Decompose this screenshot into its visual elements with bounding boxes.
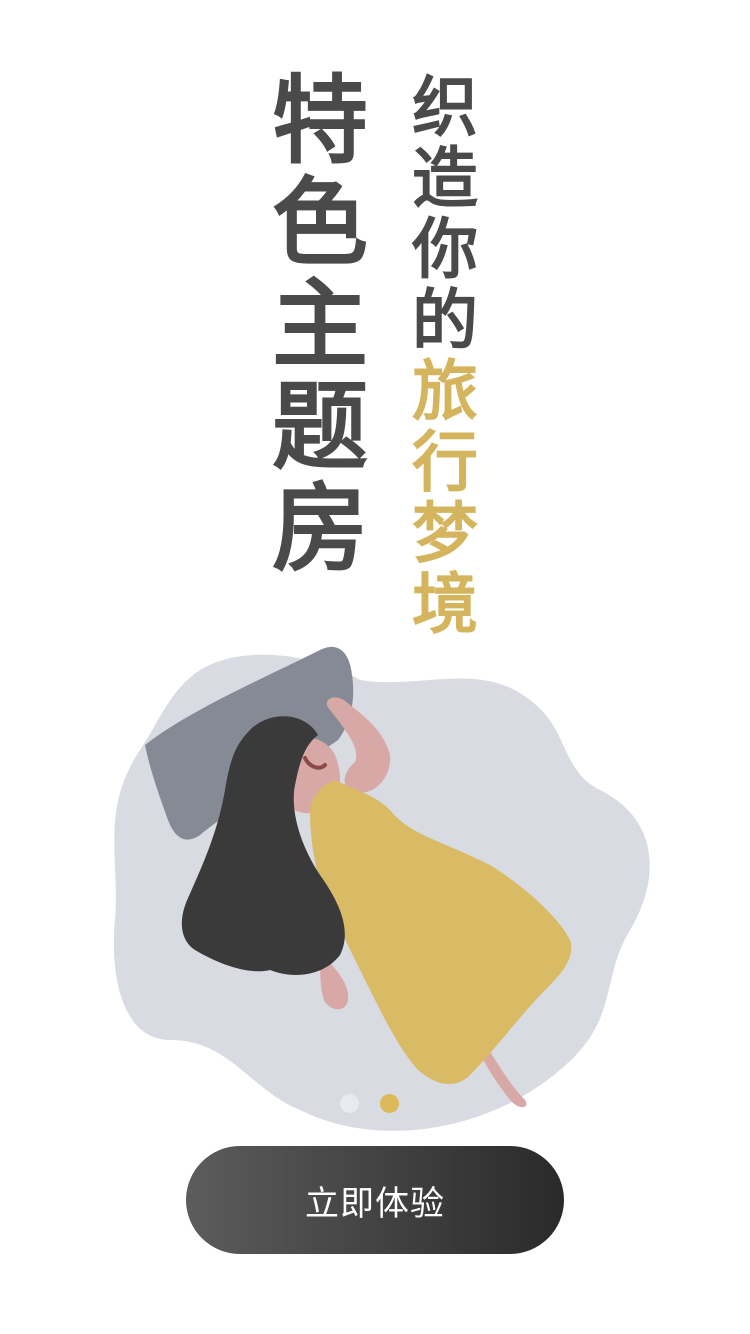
headline-secondary-char-accent: 行 — [412, 423, 478, 501]
headline-secondary-char: 你 — [412, 210, 478, 288]
dress — [310, 780, 572, 1085]
headline-secondary-char-accent: 梦 — [412, 494, 478, 572]
sleeping-girl-illustration — [113, 646, 650, 1131]
headline-primary-char: 房 — [272, 472, 368, 585]
page-dot-active[interactable] — [380, 1094, 399, 1113]
headline-secondary: 织 造 你 的 旅 行 梦 境 — [408, 72, 482, 640]
headline-primary-char: 特 — [272, 64, 368, 177]
page-dot[interactable] — [340, 1094, 359, 1113]
headline-secondary-char: 的 — [412, 281, 478, 359]
mouth — [303, 756, 327, 770]
headline-secondary-char-accent: 境 — [412, 565, 478, 643]
headline-secondary-char: 织 — [412, 68, 478, 146]
page-indicator — [340, 1094, 399, 1113]
headline-secondary-char: 造 — [412, 139, 478, 217]
hair — [181, 716, 345, 975]
raised-arm — [326, 697, 391, 793]
try-now-button[interactable]: 立即体验 — [186, 1146, 564, 1254]
headline-secondary-char-accent: 旅 — [412, 352, 478, 430]
headline-primary-char: 色 — [272, 166, 368, 279]
headline-primary-char: 主 — [272, 268, 368, 381]
headline-primary-char: 题 — [272, 370, 368, 483]
headline-primary: 特 色 主 题 房 — [268, 70, 372, 580]
